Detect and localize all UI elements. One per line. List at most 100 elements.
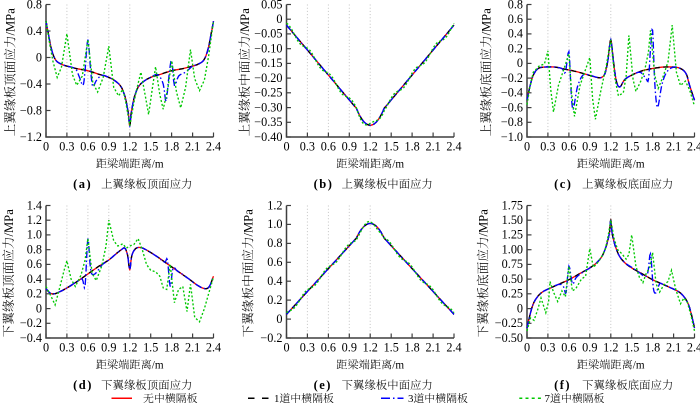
svg-text:(c): (c): [554, 177, 572, 191]
svg-text:0.9: 0.9: [342, 140, 357, 154]
svg-text:2.4: 2.4: [446, 140, 461, 154]
svg-text:0: 0: [524, 140, 530, 154]
svg-text:0.2: 0.2: [508, 42, 523, 56]
svg-text:0.50: 0.50: [502, 272, 523, 286]
svg-text:1.0: 1.0: [27, 228, 42, 242]
svg-text:2.4: 2.4: [446, 341, 461, 355]
svg-text:1.5: 1.5: [143, 341, 158, 355]
svg-text:0.6: 0.6: [267, 255, 282, 269]
svg-text:1.5: 1.5: [384, 140, 399, 154]
svg-text:0.6: 0.6: [561, 341, 576, 355]
svg-text:(f): (f): [554, 378, 571, 392]
svg-text:1.8: 1.8: [404, 341, 419, 355]
svg-text:3: 3: [408, 393, 414, 405]
svg-text:0.9: 0.9: [582, 341, 597, 355]
svg-text:1.8: 1.8: [645, 341, 660, 355]
svg-text:−0.50: −0.50: [495, 331, 523, 345]
svg-text:1.2: 1.2: [27, 213, 42, 227]
svg-text:0.05: 0.05: [261, 0, 282, 11]
svg-text:0.9: 0.9: [101, 140, 116, 154]
svg-text:1.8: 1.8: [164, 341, 179, 355]
svg-text:−0.8: −0.8: [20, 103, 42, 117]
svg-text:/m: /m: [392, 159, 404, 171]
svg-text:0: 0: [283, 341, 289, 355]
svg-text:0.4: 0.4: [267, 274, 282, 288]
svg-text:/m: /m: [633, 360, 645, 372]
svg-text:0.3: 0.3: [540, 341, 555, 355]
svg-text:−0.8: −0.8: [501, 115, 523, 129]
svg-text:0.4: 0.4: [27, 24, 42, 38]
svg-text:(a): (a): [73, 177, 92, 191]
svg-text:/MPa: /MPa: [241, 209, 255, 237]
svg-text:−0.2: −0.2: [501, 71, 523, 85]
svg-text:0: 0: [524, 341, 530, 355]
svg-text:−1.0: −1.0: [501, 130, 523, 144]
svg-text:2.1: 2.1: [185, 341, 200, 355]
svg-text:1.2: 1.2: [122, 341, 137, 355]
svg-text:2.1: 2.1: [425, 140, 440, 154]
svg-text:0: 0: [283, 140, 289, 154]
svg-text:−0.30: −0.30: [254, 100, 282, 114]
svg-text:1.50: 1.50: [502, 213, 523, 227]
svg-text:0.3: 0.3: [300, 341, 315, 355]
svg-text:/MPa: /MPa: [480, 8, 494, 36]
svg-text:1.2: 1.2: [267, 198, 282, 212]
svg-text:/m: /m: [152, 159, 164, 171]
svg-text:0.25: 0.25: [502, 287, 523, 301]
svg-text:0.6: 0.6: [561, 140, 576, 154]
svg-text:−1.2: −1.2: [20, 130, 42, 144]
svg-text:−0.25: −0.25: [495, 316, 523, 330]
svg-text:1.5: 1.5: [624, 341, 639, 355]
svg-text:(d): (d): [73, 378, 93, 392]
svg-text:0.8: 0.8: [27, 243, 42, 257]
svg-text:0.8: 0.8: [508, 0, 523, 11]
svg-text:2.4: 2.4: [687, 341, 700, 355]
svg-text:1.8: 1.8: [164, 140, 179, 154]
svg-text:1.00: 1.00: [502, 243, 523, 257]
svg-text:0.6: 0.6: [80, 341, 95, 355]
svg-text:1.2: 1.2: [603, 341, 618, 355]
svg-text:0.3: 0.3: [540, 140, 555, 154]
svg-text:2.1: 2.1: [666, 341, 681, 355]
svg-text:0.4: 0.4: [27, 272, 42, 286]
svg-text:0.75: 0.75: [502, 257, 523, 271]
svg-text:(e): (e): [314, 378, 332, 392]
svg-text:0.2: 0.2: [27, 287, 42, 301]
svg-text:1.2: 1.2: [363, 341, 378, 355]
svg-text:1.5: 1.5: [143, 140, 158, 154]
svg-text:/m: /m: [392, 360, 404, 372]
svg-text:/MPa: /MPa: [238, 8, 252, 36]
svg-text:1.2: 1.2: [603, 140, 618, 154]
svg-text:0.4: 0.4: [508, 27, 523, 41]
svg-text:−0.35: −0.35: [254, 115, 282, 129]
svg-text:0.3: 0.3: [59, 341, 74, 355]
svg-text:−0.05: −0.05: [254, 27, 282, 41]
svg-text:1.5: 1.5: [384, 341, 399, 355]
svg-text:1.25: 1.25: [502, 228, 523, 242]
svg-text:1: 1: [274, 393, 279, 405]
svg-text:0: 0: [517, 301, 523, 315]
svg-text:1.8: 1.8: [404, 140, 419, 154]
svg-text:1.75: 1.75: [502, 198, 523, 212]
svg-text:0.6: 0.6: [321, 140, 336, 154]
svg-text:0: 0: [276, 312, 282, 326]
svg-text:2.1: 2.1: [425, 341, 440, 355]
svg-text:−0.25: −0.25: [254, 86, 282, 100]
svg-text:/m: /m: [152, 360, 164, 372]
svg-text:0.9: 0.9: [342, 341, 357, 355]
svg-text:−0.4: −0.4: [501, 86, 523, 100]
svg-text:2.4: 2.4: [206, 341, 221, 355]
svg-text:0.8: 0.8: [267, 236, 282, 250]
svg-text:−0.15: −0.15: [254, 56, 282, 70]
svg-text:0: 0: [276, 12, 282, 26]
svg-text:2.4: 2.4: [687, 140, 700, 154]
svg-text:−0.20: −0.20: [254, 71, 282, 85]
svg-text:0.3: 0.3: [59, 140, 74, 154]
svg-text:/MPa: /MPa: [476, 209, 490, 237]
svg-text:0: 0: [43, 341, 49, 355]
svg-text:0.6: 0.6: [321, 341, 336, 355]
svg-text:−0.40: −0.40: [254, 130, 282, 144]
svg-text:0: 0: [43, 140, 49, 154]
svg-text:−0.6: −0.6: [501, 100, 523, 114]
svg-text:7: 7: [545, 393, 551, 405]
